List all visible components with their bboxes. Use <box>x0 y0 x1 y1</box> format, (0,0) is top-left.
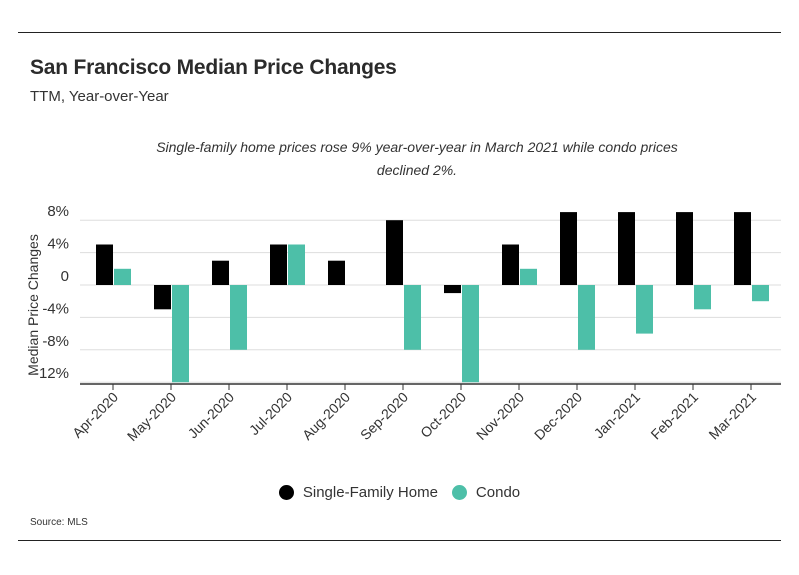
bar-condo <box>752 285 769 302</box>
y-tick-label: 0 <box>61 268 69 285</box>
bar-condo <box>288 244 305 285</box>
legend-swatch-single-family <box>278 485 294 500</box>
x-tick-label: Dec-2020 <box>531 389 585 443</box>
chart-legend: Single-Family Home Condo <box>0 484 799 501</box>
x-tick-label: Feb-2021 <box>647 389 701 443</box>
chart-annotation: Single-family home prices rose 9% year-o… <box>156 139 678 178</box>
legend-label-condo: Condo <box>475 484 521 501</box>
source-note: Source: MLS <box>30 517 88 528</box>
bar-condo <box>636 285 653 334</box>
chart-subtitle: TTM, Year-over-Year <box>30 88 169 105</box>
bar-single-family <box>734 212 751 285</box>
bar-single-family <box>154 285 171 310</box>
bar-single-family <box>386 220 403 285</box>
bar-condo <box>694 285 711 310</box>
bar-condo <box>114 268 131 285</box>
y-tick-label: -4% <box>42 300 69 317</box>
bar-single-family <box>270 244 287 285</box>
bar-condo <box>520 268 537 285</box>
x-tick-label: Oct-2020 <box>417 389 469 441</box>
bar-condo <box>230 285 247 350</box>
y-tick-label: -8% <box>42 333 69 350</box>
legend-swatch-condo <box>451 485 467 500</box>
y-tick-label: 4% <box>47 236 69 253</box>
x-tick-label: Jan-2021 <box>591 389 644 442</box>
bar-condo <box>578 285 595 350</box>
y-tick-label: 8% <box>47 203 69 220</box>
x-tick-label: Aug-2020 <box>299 389 353 443</box>
legend-label-single-family: Single-Family Home <box>302 484 438 501</box>
x-tick-label: Mar-2021 <box>705 389 759 443</box>
bar-single-family <box>618 212 635 285</box>
x-tick-label: May-2020 <box>124 389 179 444</box>
bottom-rule <box>18 540 781 541</box>
bar-single-family <box>212 260 229 285</box>
x-tick-label: Jul-2020 <box>246 389 295 438</box>
x-tick-label: Jun-2020 <box>185 389 238 442</box>
x-tick-label: Apr-2020 <box>69 389 121 441</box>
top-rule <box>18 32 781 33</box>
x-tick-label: Sep-2020 <box>357 389 411 443</box>
bar-single-family <box>328 260 345 285</box>
legend-item-single-family: Single-Family Home <box>278 484 438 501</box>
y-tick-label: -12% <box>34 365 69 382</box>
bar-condo <box>462 285 479 383</box>
bar-single-family <box>676 212 693 285</box>
x-tick-label: Nov-2020 <box>473 389 527 443</box>
bar-chart: 8% 4% 0 -4% -8% -12%Median Price Changes Apr-2… <box>25 203 781 444</box>
bar-single-family <box>502 244 519 285</box>
bar-single-family <box>560 212 577 285</box>
y-axis-label: Median Price Changes <box>25 234 41 376</box>
bar-condo <box>172 285 189 383</box>
chart-title: San Francisco Median Price Changes <box>30 56 397 79</box>
bar-condo <box>404 285 421 350</box>
bar-single-family <box>444 285 461 294</box>
legend-item-condo: Condo <box>451 484 521 501</box>
bar-single-family <box>96 244 113 285</box>
